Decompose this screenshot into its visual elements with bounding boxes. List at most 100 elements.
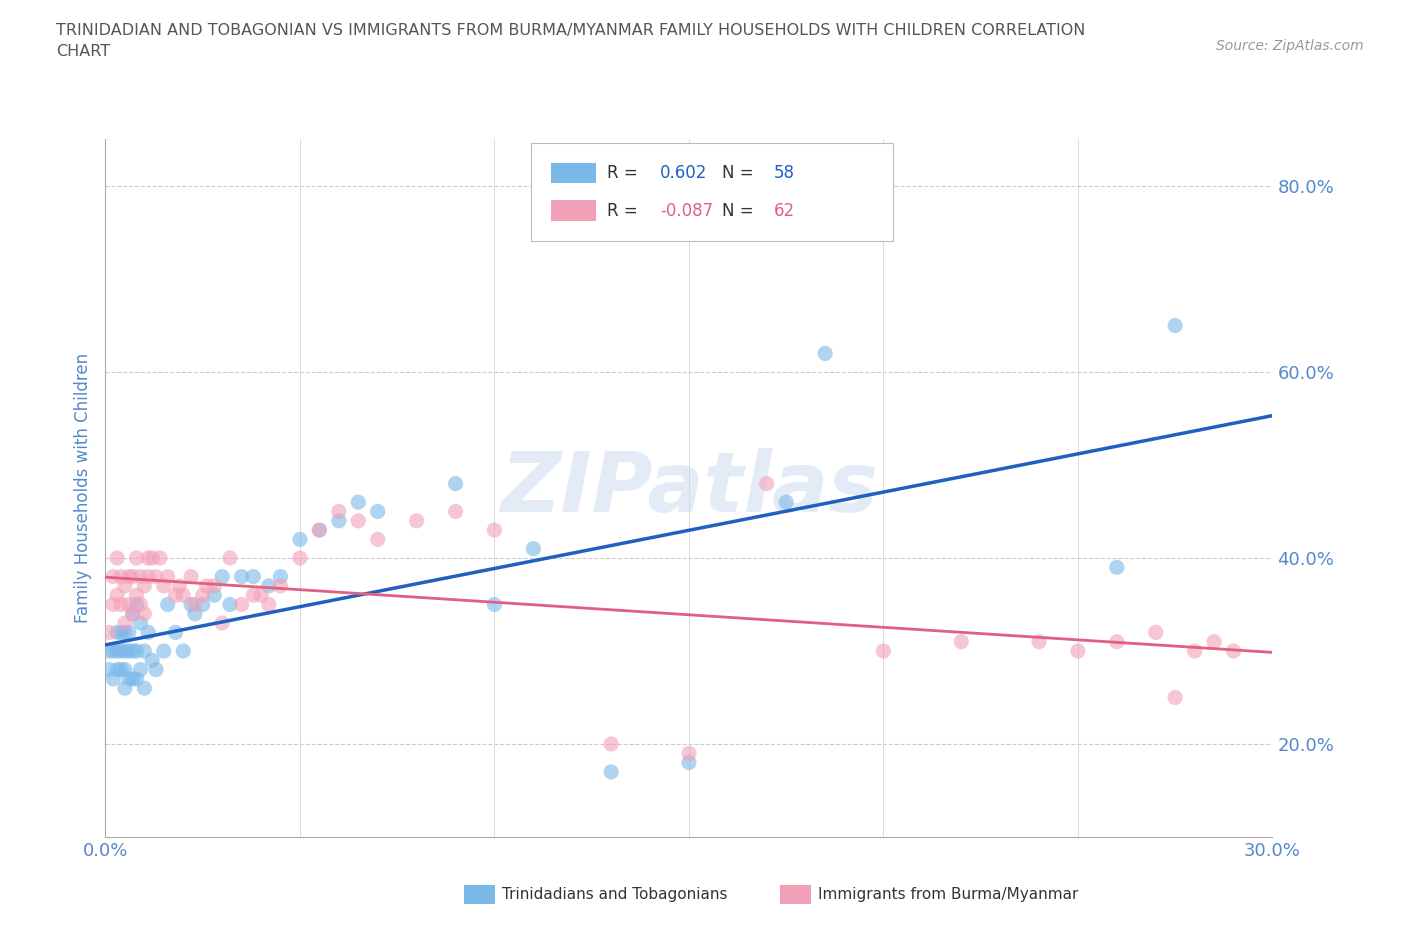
Point: [755, 476, 778, 491]
Point: [121, 644, 143, 658]
Point: [114, 578, 136, 593]
Bar: [551, 200, 596, 221]
Point: [105, 644, 128, 658]
Point: [347, 513, 370, 528]
Point: [1144, 625, 1167, 640]
Point: [269, 569, 292, 584]
Point: [103, 644, 125, 658]
Point: [1184, 644, 1206, 658]
Point: [134, 606, 156, 621]
Text: TRINIDADIAN AND TOBAGONIAN VS IMMIGRANTS FROM BURMA/MYANMAR FAMILY HOUSEHOLDS WI: TRINIDADIAN AND TOBAGONIAN VS IMMIGRANTS…: [56, 23, 1085, 38]
Point: [231, 569, 253, 584]
Point: [114, 681, 136, 696]
Text: N =: N =: [721, 164, 758, 182]
Point: [98, 644, 121, 658]
Point: [484, 523, 506, 538]
Point: [98, 625, 121, 640]
Point: [118, 597, 141, 612]
Point: [288, 551, 311, 565]
Point: [121, 606, 143, 621]
Point: [184, 606, 207, 621]
Point: [180, 597, 202, 612]
Point: [134, 644, 156, 658]
Point: [269, 578, 292, 593]
Point: [103, 671, 125, 686]
Point: [195, 578, 218, 593]
Point: [129, 597, 152, 612]
Point: [136, 569, 159, 584]
Point: [103, 597, 125, 612]
Point: [141, 551, 163, 565]
Point: [191, 588, 214, 603]
Point: [678, 755, 700, 770]
Point: [110, 644, 132, 658]
Point: [288, 532, 311, 547]
Point: [184, 597, 207, 612]
Point: [105, 625, 128, 640]
Point: [125, 597, 148, 612]
Point: [118, 569, 141, 584]
Point: [149, 551, 172, 565]
Point: [145, 662, 167, 677]
Point: [872, 644, 894, 658]
Point: [98, 662, 121, 677]
Text: 58: 58: [775, 164, 796, 182]
Point: [950, 634, 973, 649]
Point: [191, 597, 214, 612]
Point: [202, 588, 225, 603]
Point: [180, 569, 202, 584]
Text: N =: N =: [721, 202, 758, 219]
Point: [114, 625, 136, 640]
Point: [118, 625, 141, 640]
Point: [219, 551, 242, 565]
Point: [257, 578, 280, 593]
Point: [110, 569, 132, 584]
Point: [1105, 560, 1128, 575]
Point: [231, 597, 253, 612]
Point: [136, 551, 159, 565]
Point: [145, 569, 167, 584]
Point: [105, 551, 128, 565]
Point: [141, 653, 163, 668]
Point: [125, 644, 148, 658]
Point: [129, 569, 152, 584]
Point: [114, 662, 136, 677]
Point: [129, 662, 152, 677]
Point: [328, 513, 350, 528]
Point: [172, 588, 194, 603]
Point: [121, 569, 143, 584]
Point: [125, 671, 148, 686]
Point: [308, 523, 330, 538]
Point: [1105, 634, 1128, 649]
Point: [211, 569, 233, 584]
Point: [103, 569, 125, 584]
Point: [444, 504, 467, 519]
Text: -0.087: -0.087: [659, 202, 713, 219]
Point: [152, 644, 174, 658]
Point: [257, 597, 280, 612]
Text: Immigrants from Burma/Myanmar: Immigrants from Burma/Myanmar: [818, 887, 1078, 902]
Point: [678, 746, 700, 761]
Point: [522, 541, 544, 556]
Point: [172, 644, 194, 658]
Point: [110, 662, 132, 677]
Point: [367, 532, 389, 547]
Point: [165, 625, 187, 640]
Point: [156, 597, 179, 612]
Point: [250, 588, 273, 603]
Text: CHART: CHART: [56, 44, 110, 59]
Point: [105, 662, 128, 677]
Text: Trinidadians and Tobagonians: Trinidadians and Tobagonians: [502, 887, 727, 902]
Point: [211, 616, 233, 631]
Point: [114, 616, 136, 631]
Text: 62: 62: [775, 202, 796, 219]
Point: [121, 671, 143, 686]
Point: [125, 551, 148, 565]
Point: [1164, 690, 1187, 705]
Text: ZIPatlas: ZIPatlas: [501, 447, 877, 529]
Point: [347, 495, 370, 510]
Bar: [551, 163, 596, 183]
Text: R =: R =: [607, 202, 644, 219]
Point: [775, 495, 797, 510]
Point: [110, 625, 132, 640]
